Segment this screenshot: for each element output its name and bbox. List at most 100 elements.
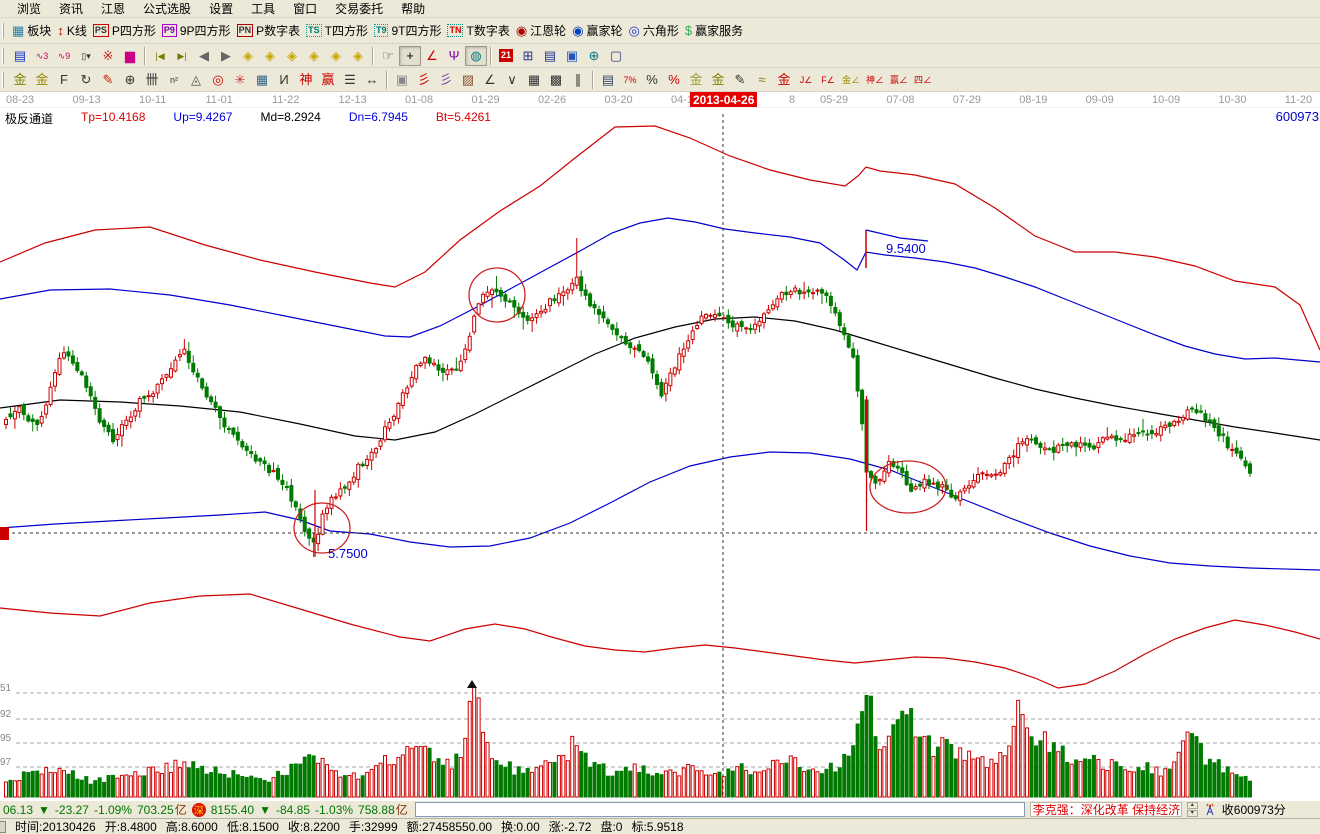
- menu-item-6[interactable]: 窗口: [293, 2, 318, 16]
- goto-end-button[interactable]: ▶|: [171, 46, 193, 66]
- chips-tool-button[interactable]: Ψ: [443, 46, 465, 66]
- winner-service-button[interactable]: $ 赢家服务: [682, 21, 746, 41]
- spinner-up-icon[interactable]: ▴: [1186, 802, 1198, 809]
- menu-item-5[interactable]: 工具: [251, 2, 276, 16]
- profile-chart-button[interactable]: ▆: [119, 46, 141, 66]
- gold-lines-button[interactable]: 金: [707, 70, 729, 90]
- angle-tool-button[interactable]: ∠: [421, 46, 443, 66]
- candle-style-button[interactable]: ▯▾: [75, 46, 97, 66]
- seven-percent-button[interactable]: 7%: [619, 70, 641, 90]
- step-back-button[interactable]: ◀: [193, 46, 215, 66]
- remote-button[interactable]: ▢: [605, 46, 627, 66]
- candlestick-chart-svg[interactable]: 51 92 95 97 9.5400 5.7500: [0, 108, 1320, 800]
- mirror-button[interactable]: ◬: [185, 70, 207, 90]
- stock-panel-button[interactable]: ▤: [9, 46, 31, 66]
- p9-square-button[interactable]: P9 9P四方形: [159, 21, 234, 41]
- net-tools-button[interactable]: ⊕: [583, 46, 605, 66]
- percent-table-button[interactable]: ▤: [597, 70, 619, 90]
- compress-all-button[interactable]: ◈: [325, 46, 347, 66]
- toolbar-gripper[interactable]: [2, 71, 6, 88]
- trend-pen-button[interactable]: ✎: [97, 70, 119, 90]
- calendar-button[interactable]: 21: [495, 46, 517, 66]
- zoom-out-h-button[interactable]: ◈: [281, 46, 303, 66]
- bull-bear-button[interactable]: ※: [97, 46, 119, 66]
- menu-item-1[interactable]: 资讯: [59, 2, 84, 16]
- t9-square-button[interactable]: T9 9T四方形: [371, 21, 445, 41]
- t-square-button[interactable]: TS T四方形: [303, 21, 371, 41]
- angle-lines-button[interactable]: ∠: [479, 70, 501, 90]
- crosshair-tool-button[interactable]: +: [399, 45, 421, 66]
- hand-tool-button[interactable]: ☞: [377, 46, 399, 66]
- scroll-right-button[interactable]: ◈: [259, 46, 281, 66]
- si-angle-button[interactable]: 四∠: [911, 70, 935, 90]
- percent-line-button[interactable]: %: [663, 70, 685, 90]
- n-square-button[interactable]: n²: [163, 70, 185, 90]
- golden-section-h-button[interactable]: 金: [9, 70, 31, 90]
- shade-box-button[interactable]: ▨: [457, 70, 479, 90]
- gold-angle-button[interactable]: 金∠: [839, 70, 863, 90]
- ying-mark-button[interactable]: 赢: [317, 70, 339, 90]
- grid-coarse-button[interactable]: ▩: [545, 70, 567, 90]
- f-angle-button[interactable]: F∠: [817, 70, 839, 90]
- p-number-table-button[interactable]: PN P数字表: [234, 21, 304, 41]
- parallel-button[interactable]: ∥: [567, 70, 589, 90]
- grid-box-button[interactable]: ▦: [251, 70, 273, 90]
- wave3-button[interactable]: ∿3: [31, 46, 53, 66]
- gann-circle-button[interactable]: ⊕: [119, 70, 141, 90]
- shenzhen-badge-icon[interactable]: 深: [191, 802, 206, 817]
- menu-item-0[interactable]: 浏览: [17, 2, 42, 16]
- grid-fine-button[interactable]: ▦: [523, 70, 545, 90]
- board-blocks-button[interactable]: ▦ 板块: [9, 21, 54, 41]
- count-ruler-button[interactable]: ☰: [339, 70, 361, 90]
- chart-area[interactable]: 极反通道 Tp=10.4168 Up=9.4267 Md=8.2924 Dn=6.79…: [0, 108, 1320, 800]
- view-close-link[interactable]: 收600973分: [1221, 803, 1286, 817]
- save-button[interactable]: ▣: [561, 46, 583, 66]
- p-square-button[interactable]: PS P四方形: [90, 21, 159, 41]
- menu-item-4[interactable]: 设置: [209, 2, 234, 16]
- spiral-button[interactable]: ↻: [75, 70, 97, 90]
- scroll-left-button[interactable]: ◈: [237, 46, 259, 66]
- expand-all-button[interactable]: ◈: [347, 46, 369, 66]
- gold-wave-button[interactable]: ≈: [751, 70, 773, 90]
- golden-section-v-button[interactable]: 金: [31, 70, 53, 90]
- calculator-button[interactable]: ⊞: [517, 46, 539, 66]
- j-angle-button[interactable]: J∠: [795, 70, 817, 90]
- hexagon-button[interactable]: ◎ 六角形: [626, 21, 682, 41]
- zigzag-button[interactable]: И: [273, 70, 295, 90]
- menu-item-3[interactable]: 公式选股: [143, 2, 192, 16]
- shen-angle-button[interactable]: 神∠: [863, 70, 887, 90]
- memo-button[interactable]: ▤: [539, 46, 561, 66]
- menu-item-7[interactable]: 交易委托: [335, 2, 384, 16]
- cycle-ruler-button[interactable]: 卌: [141, 70, 163, 90]
- rays-fan-button[interactable]: 彡: [413, 70, 435, 90]
- gold-circle-button[interactable]: 金: [685, 70, 707, 90]
- target-button[interactable]: ◎: [207, 70, 229, 90]
- t-number-table-button[interactable]: TN T数字表: [444, 21, 512, 41]
- menu-item-8[interactable]: 帮助: [401, 2, 426, 16]
- percent-button[interactable]: %: [641, 70, 663, 90]
- news-ticker[interactable]: 李克强：深化改革 保持经济: [1029, 802, 1182, 817]
- winner-wheel-button[interactable]: ◉ 赢家轮: [569, 21, 625, 41]
- purple-fan-button[interactable]: 彡: [435, 70, 457, 90]
- command-input[interactable]: [414, 802, 1025, 817]
- step-forward-button[interactable]: ▶: [215, 46, 237, 66]
- ticker-spinner[interactable]: ▴ ▾: [1186, 802, 1198, 817]
- brush-button[interactable]: ✎: [729, 70, 751, 90]
- span-measure-button[interactable]: ↔: [361, 70, 383, 90]
- fib-lines-button[interactable]: F: [53, 70, 75, 90]
- gold-red-button[interactable]: 金: [773, 70, 795, 90]
- gann-think-button[interactable]: ◍: [465, 45, 487, 66]
- box-tool-button[interactable]: ▣: [391, 70, 413, 90]
- toolbar-gripper[interactable]: [2, 47, 6, 64]
- star-rays-button[interactable]: ✳: [229, 70, 251, 90]
- wave9-button[interactable]: ∿9: [53, 46, 75, 66]
- spinner-down-icon[interactable]: ▾: [1186, 810, 1198, 817]
- menu-item-2[interactable]: 江恩: [101, 2, 126, 16]
- zoom-in-h-button[interactable]: ◈: [303, 46, 325, 66]
- toolbar-gripper[interactable]: [2, 22, 6, 39]
- shen-mark-button[interactable]: 神: [295, 70, 317, 90]
- goto-start-button[interactable]: |◀: [149, 46, 171, 66]
- kline-button[interactable]: ↕ K线: [54, 21, 90, 41]
- wave-v-button[interactable]: ∨: [501, 70, 523, 90]
- ying-angle-button[interactable]: 赢∠: [887, 70, 911, 90]
